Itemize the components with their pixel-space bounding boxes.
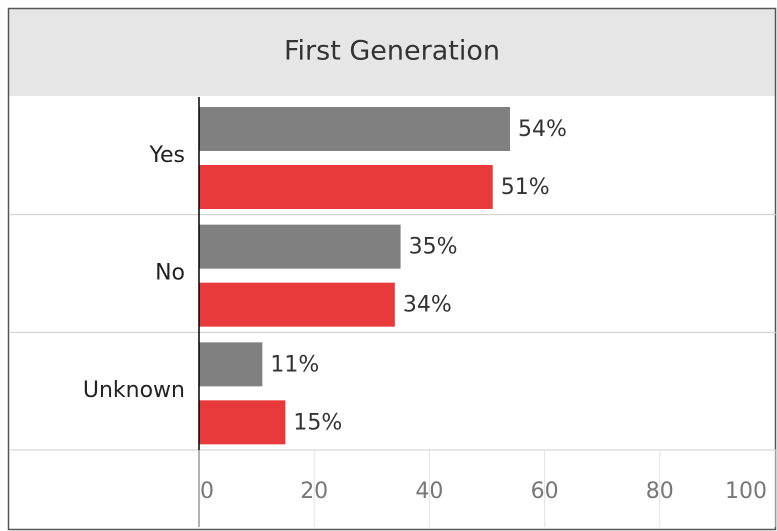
x-tick-label: 100	[725, 479, 767, 504]
value-label: 11%	[270, 352, 319, 377]
value-label: 35%	[409, 235, 458, 260]
category-label: No	[155, 261, 185, 286]
frame	[7, 7, 777, 531]
bar	[199, 282, 395, 327]
x-tick-label: 0	[200, 479, 214, 504]
value-label: 15%	[293, 410, 342, 435]
bar	[199, 224, 401, 269]
value-label: 34%	[403, 293, 452, 318]
category-label: Yes	[148, 143, 185, 168]
x-tick-label: 80	[646, 479, 674, 504]
bar	[199, 342, 263, 387]
x-tick-label: 40	[415, 479, 443, 504]
chart-title: First Generation	[284, 36, 500, 67]
bar	[199, 107, 511, 151]
category-label: Unknown	[83, 378, 185, 403]
value-label: 51%	[501, 175, 550, 200]
x-tick-label: 60	[531, 479, 559, 504]
bar	[199, 165, 493, 209]
bar	[199, 400, 286, 445]
value-label: 54%	[518, 117, 567, 142]
header-band	[8, 8, 776, 96]
x-tick-label: 20	[300, 479, 328, 504]
